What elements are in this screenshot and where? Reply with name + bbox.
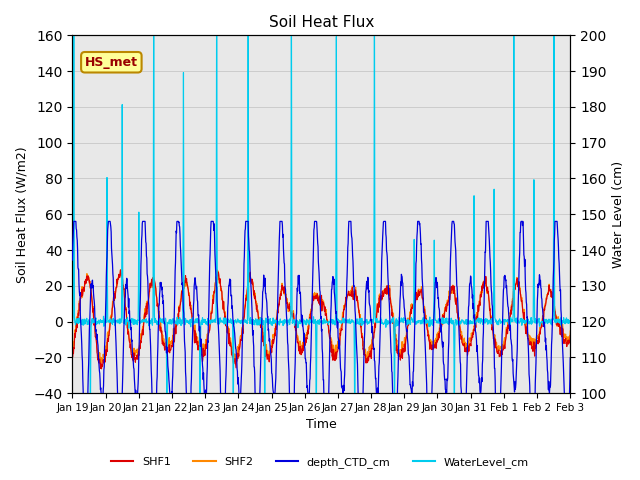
Y-axis label: Water Level (cm): Water Level (cm) bbox=[612, 161, 625, 268]
X-axis label: Time: Time bbox=[306, 419, 337, 432]
Legend: SHF1, SHF2, depth_CTD_cm, WaterLevel_cm: SHF1, SHF2, depth_CTD_cm, WaterLevel_cm bbox=[107, 452, 533, 472]
Title: Soil Heat Flux: Soil Heat Flux bbox=[269, 15, 374, 30]
Y-axis label: Soil Heat Flux (W/m2): Soil Heat Flux (W/m2) bbox=[15, 146, 28, 283]
Text: HS_met: HS_met bbox=[85, 56, 138, 69]
